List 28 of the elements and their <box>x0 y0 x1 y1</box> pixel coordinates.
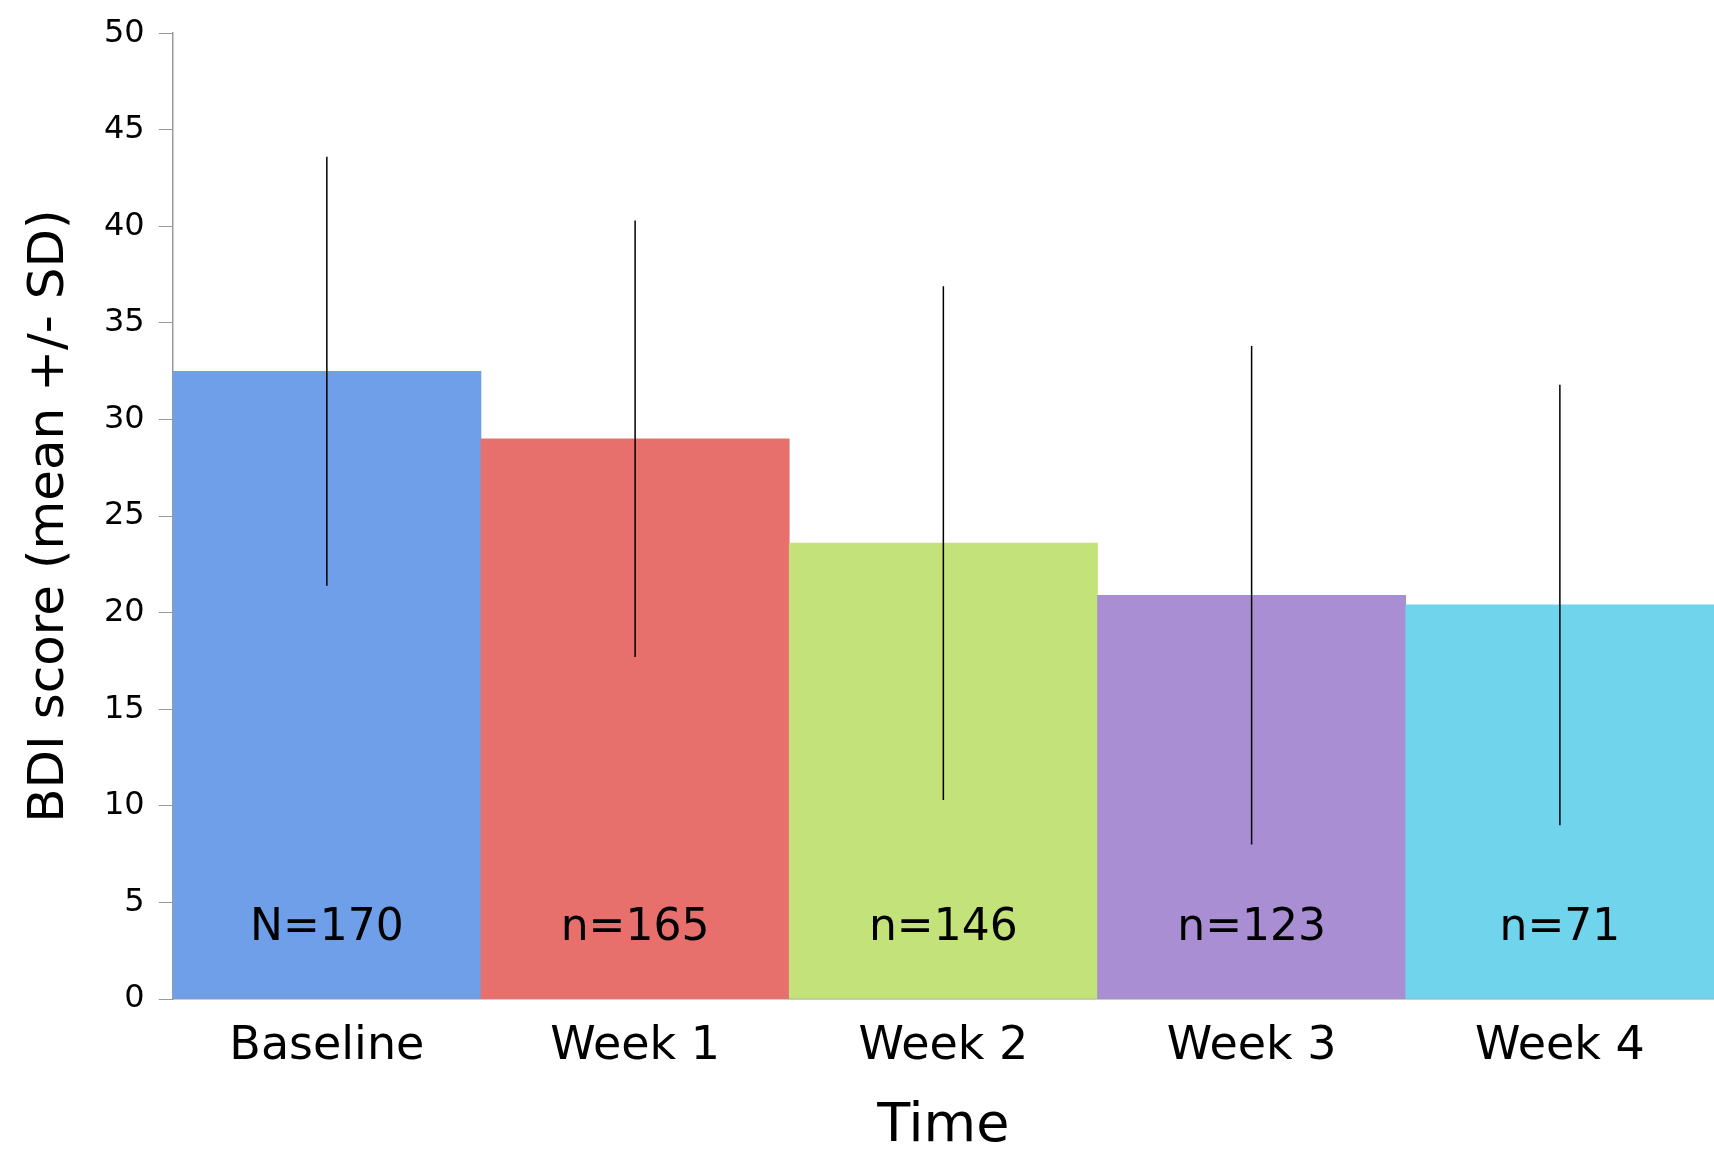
y-tick-label: 0 <box>124 977 145 1016</box>
x-tick-label: Week 3 <box>1166 1015 1337 1070</box>
y-tick-label: 45 <box>104 108 145 147</box>
x-tick-label: Week 1 <box>550 1015 721 1070</box>
y-axis-title: BDI score (mean +/- SD) <box>16 209 75 823</box>
annotation: n=123 <box>1177 899 1326 951</box>
y-tick-label: 40 <box>104 204 145 243</box>
y-tick-label: 50 <box>104 11 145 50</box>
x-tick-label: Week 2 <box>858 1015 1029 1070</box>
bar <box>172 370 482 999</box>
y-tick-label: 10 <box>104 784 145 823</box>
annotation: n=146 <box>868 899 1018 951</box>
y-tick-label: 35 <box>104 301 145 340</box>
y-tick-label: 30 <box>104 397 145 436</box>
annotation: n=165 <box>560 899 710 951</box>
x-axis-title: Time <box>876 1090 1010 1154</box>
x-tick-label: Week 4 <box>1474 1015 1645 1070</box>
y-tick-label: 15 <box>104 687 145 726</box>
x-tick-label: Baseline <box>229 1015 425 1070</box>
y-tick-label: 5 <box>124 880 145 919</box>
y-tick-label: 20 <box>104 590 145 629</box>
bar <box>1097 594 1407 999</box>
annotation: N=170 <box>249 899 404 951</box>
bar <box>788 542 1098 999</box>
bar <box>480 438 790 999</box>
annotation: n=71 <box>1499 899 1621 951</box>
y-tick-label: 25 <box>104 494 145 533</box>
bar <box>1405 604 1714 999</box>
